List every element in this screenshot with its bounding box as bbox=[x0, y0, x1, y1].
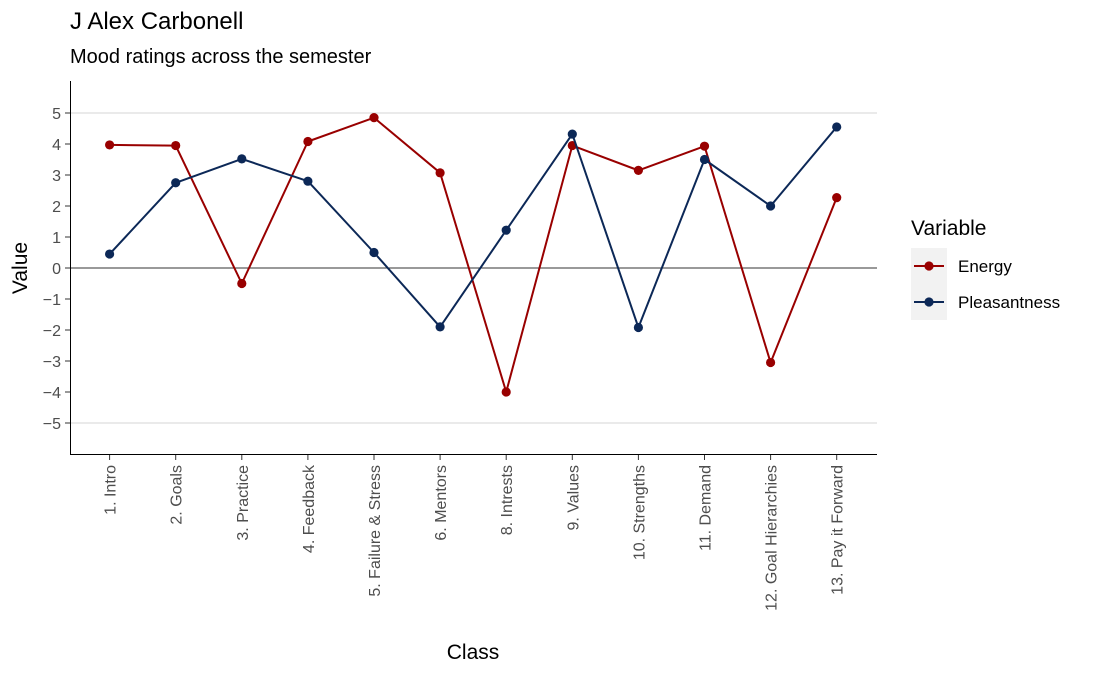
data-point-pleasantness bbox=[567, 129, 577, 139]
y-tick-label: 4 bbox=[52, 137, 61, 154]
data-point-energy bbox=[369, 113, 379, 123]
y-tick-label: −3 bbox=[43, 354, 61, 371]
legend-items: Energy Pleasantness bbox=[914, 257, 1060, 312]
data-point-pleasantness bbox=[171, 178, 181, 188]
y-tick-label: 1 bbox=[52, 230, 61, 247]
y-tick-label: 3 bbox=[52, 168, 61, 185]
x-tick-label: 11. Demand bbox=[698, 465, 715, 551]
y-ticks: −5 −4 −3 −2 −1 0 1 2 3 4 5 bbox=[43, 106, 70, 433]
data-point-pleasantness bbox=[832, 122, 842, 132]
y-tick-label: −4 bbox=[43, 385, 61, 402]
data-point-pleasantness bbox=[303, 176, 313, 186]
data-point-energy bbox=[832, 193, 842, 203]
y-tick-label: −1 bbox=[43, 292, 61, 309]
series-layer bbox=[105, 113, 842, 397]
data-point-energy bbox=[105, 140, 115, 150]
x-tick-label: 10. Strengths bbox=[631, 465, 648, 560]
x-tick-label: 4. Feedback bbox=[301, 464, 318, 553]
y-tick-label: 2 bbox=[52, 199, 61, 216]
legend-key-point-pleasantness bbox=[924, 297, 934, 307]
x-tick-label: 13. Pay it Forward bbox=[830, 465, 847, 595]
x-tick-label: 12. Goal Hierarchies bbox=[764, 465, 781, 611]
legend-label-energy: Energy bbox=[958, 257, 1012, 276]
x-ticks: 1. Intro 2. Goals 3. Practice 4. Feedback 5.… bbox=[103, 455, 847, 611]
x-tick-label: 9. Values bbox=[565, 465, 582, 531]
x-tick-label: 5. Failure & Stress bbox=[367, 465, 384, 597]
grid-layer bbox=[70, 112, 877, 424]
data-point-energy bbox=[633, 165, 644, 175]
data-point-energy bbox=[766, 357, 776, 368]
y-tick-label: −5 bbox=[43, 416, 61, 433]
data-point-energy bbox=[303, 136, 313, 147]
data-point-pleasantness bbox=[766, 201, 776, 211]
data-point-pleasantness bbox=[369, 247, 379, 258]
series-line-pleasantness bbox=[108, 126, 838, 329]
data-point-energy bbox=[237, 278, 247, 289]
x-tick-label: 8. Intrests bbox=[499, 465, 516, 535]
data-point-pleasantness bbox=[501, 225, 511, 235]
legend: Variable Energy Pleasantness bbox=[911, 217, 1060, 320]
chart-subtitle: Mood ratings across the semester bbox=[70, 46, 372, 68]
chart-title: J Alex Carbonell bbox=[70, 8, 243, 35]
data-point-pleasantness bbox=[633, 322, 644, 333]
legend-key-point-energy bbox=[924, 261, 934, 271]
data-point-energy bbox=[699, 141, 710, 151]
x-tick-label: 6. Mentors bbox=[433, 465, 450, 541]
x-axis-title: Class bbox=[447, 641, 500, 664]
data-point-energy bbox=[435, 168, 445, 178]
series-line-energy bbox=[109, 116, 838, 393]
legend-title: Variable bbox=[911, 217, 987, 240]
data-point-pleasantness bbox=[699, 154, 710, 165]
legend-key-background bbox=[911, 248, 947, 320]
legend-label-pleasantness: Pleasantness bbox=[958, 293, 1060, 312]
data-point-pleasantness bbox=[105, 249, 115, 259]
x-tick-label: 3. Practice bbox=[235, 465, 252, 541]
data-point-energy bbox=[501, 387, 511, 397]
y-tick-label: −2 bbox=[43, 323, 61, 340]
y-tick-label: 5 bbox=[52, 106, 61, 123]
data-point-energy bbox=[171, 140, 181, 151]
data-point-pleasantness bbox=[237, 154, 247, 164]
axes-layer bbox=[70, 81, 877, 455]
y-axis-title: Value bbox=[9, 242, 32, 294]
x-tick-label: 1. Intro bbox=[103, 465, 120, 515]
x-tick-label: 2. Goals bbox=[169, 465, 186, 525]
data-point-pleasantness bbox=[435, 322, 445, 332]
y-tick-label: 0 bbox=[52, 261, 61, 278]
